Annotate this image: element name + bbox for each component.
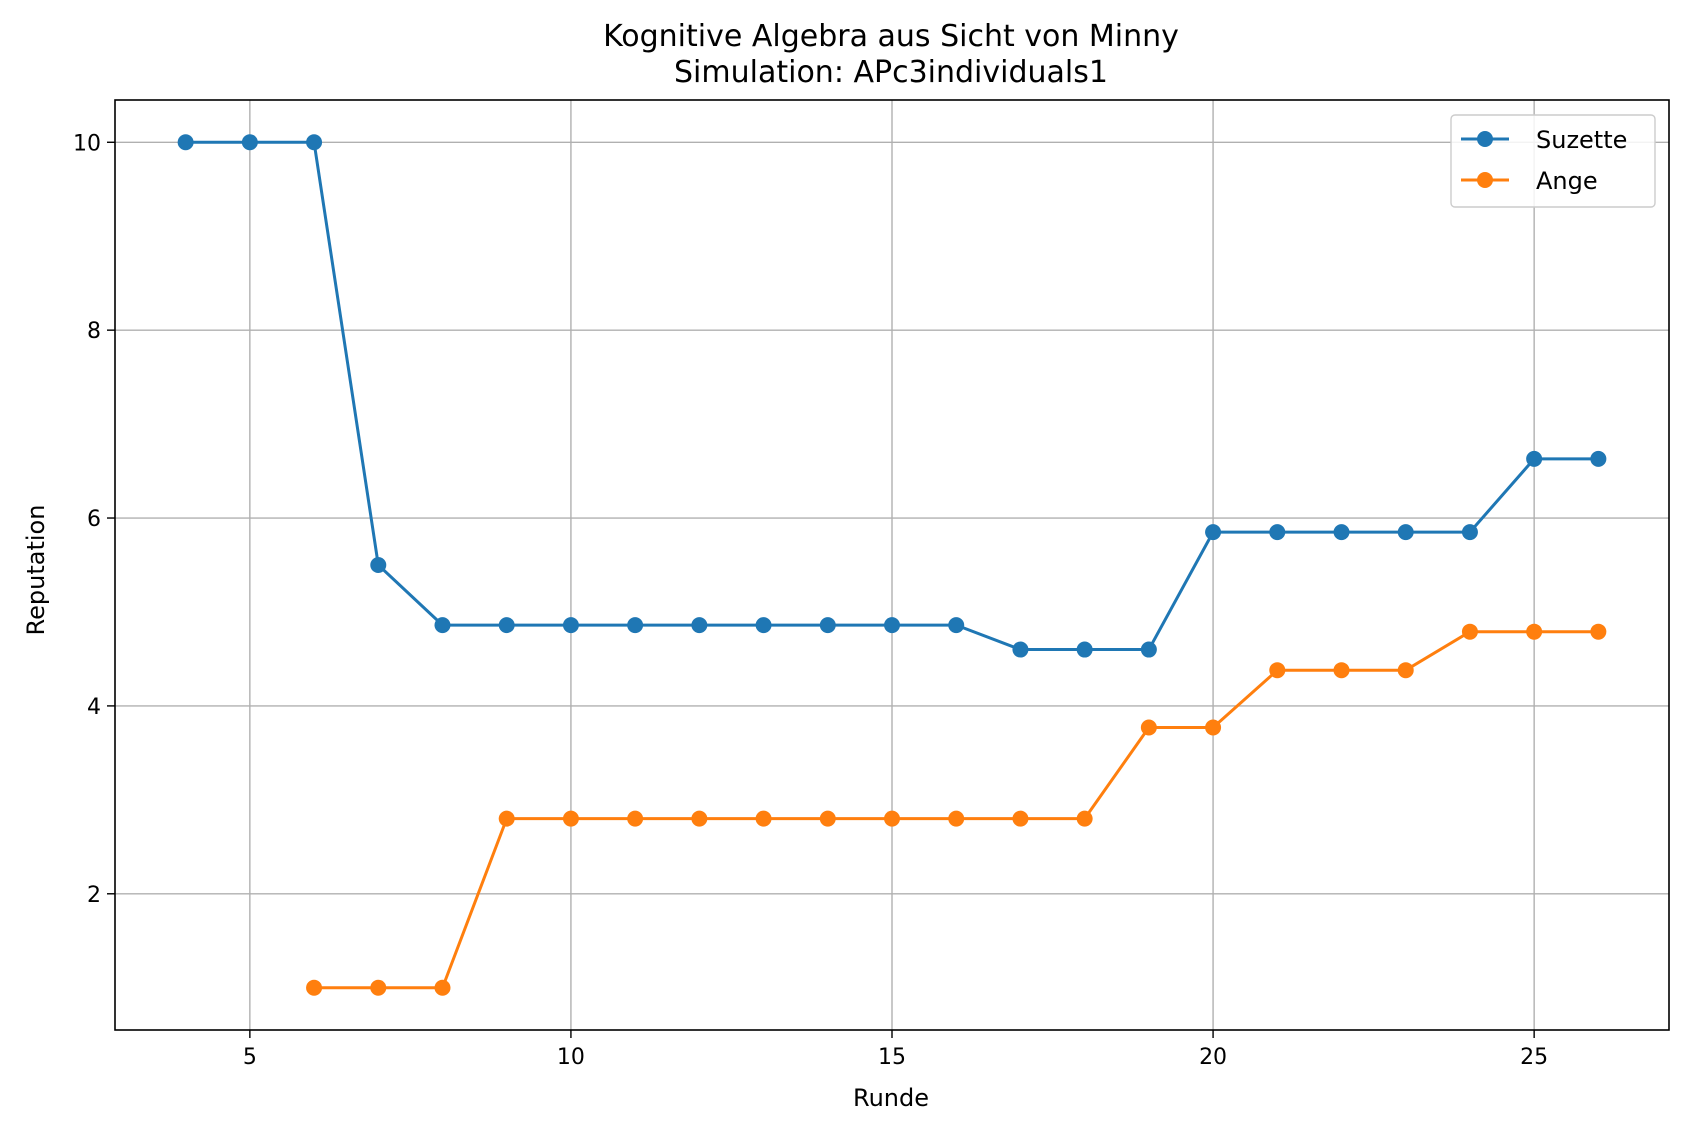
data-point-suzette: [498, 617, 515, 634]
data-point-suzette: [1012, 641, 1029, 658]
data-point-ange: [1012, 810, 1029, 827]
data-point-suzette: [1526, 450, 1543, 467]
legend-entries: Suzette Ange: [1461, 126, 1627, 195]
data-point-suzette: [884, 617, 900, 634]
data-point-suzette: [691, 617, 708, 634]
data-point-suzette: [627, 617, 644, 634]
legend-label-suzette: Suzette: [1536, 126, 1627, 154]
data-point-ange: [1076, 810, 1093, 827]
data-point-ange: [1461, 623, 1478, 640]
data-point-suzette: [1461, 524, 1478, 541]
data-point-ange: [1269, 662, 1286, 679]
data-point-suzette: [1269, 524, 1286, 541]
legend-marker-suzette: [1477, 131, 1493, 147]
y-tick-label: 2: [87, 883, 101, 908]
data-point-ange: [498, 810, 515, 827]
data-point-ange: [1397, 662, 1414, 679]
series-layer: [177, 134, 1607, 996]
data-point-suzette: [1076, 641, 1093, 658]
legend-entry-ange: Ange: [1461, 167, 1598, 195]
chart-subtitle: Simulation: APc3individuals1: [674, 55, 1108, 90]
data-point-suzette: [948, 617, 965, 634]
legend-label-ange: Ange: [1536, 167, 1598, 195]
x-tick-label: 25: [1520, 1045, 1548, 1070]
x-tick-label: 15: [878, 1045, 906, 1070]
ticks: 5 10 15 20 25 2 4 6 8 10: [73, 131, 1548, 1070]
data-point-ange: [562, 810, 579, 827]
y-axis-label: Reputation: [22, 505, 50, 636]
data-point-suzette: [1590, 450, 1607, 467]
data-point-suzette: [370, 557, 387, 573]
data-point-ange: [691, 810, 708, 827]
x-axis-label: Runde: [853, 1084, 929, 1112]
y-tick-label: 4: [87, 695, 101, 720]
data-point-ange: [627, 810, 644, 827]
data-point-suzette: [819, 617, 836, 634]
data-point-ange: [1590, 623, 1607, 640]
data-point-ange: [755, 810, 772, 827]
legend-marker-ange: [1477, 172, 1493, 188]
grid: [115, 100, 1669, 1030]
y-tick-label: 10: [73, 131, 101, 156]
x-tick-label: 10: [557, 1045, 585, 1070]
data-point-suzette: [1140, 641, 1157, 658]
data-point-ange: [434, 979, 451, 996]
data-point-suzette: [306, 134, 323, 151]
data-point-ange: [1526, 623, 1543, 640]
x-tick-label: 5: [243, 1045, 257, 1070]
data-point-ange: [819, 810, 836, 827]
y-tick-label: 6: [87, 507, 101, 532]
data-point-suzette: [1397, 524, 1414, 541]
data-point-ange: [370, 979, 387, 996]
series-ange: [306, 623, 1607, 996]
data-point-ange: [1140, 719, 1157, 736]
y-tick-label: 8: [87, 319, 101, 344]
legend: Suzette Ange: [1450, 114, 1656, 208]
data-point-ange: [1333, 662, 1350, 679]
chart-title: Kognitive Algebra aus Sicht von Minny: [603, 19, 1179, 54]
data-point-suzette: [562, 617, 579, 634]
series-suzette: [177, 134, 1607, 658]
data-point-suzette: [241, 134, 258, 151]
series-line-ange: [314, 630, 1599, 990]
data-point-suzette: [1205, 524, 1222, 541]
data-point-ange: [948, 810, 965, 827]
legend-entry-suzette: Suzette: [1461, 126, 1627, 154]
data-point-ange: [306, 979, 323, 996]
data-point-suzette: [755, 617, 772, 634]
data-point-ange: [1205, 719, 1222, 736]
data-point-suzette: [434, 617, 451, 634]
data-point-suzette: [1333, 524, 1350, 541]
data-point-suzette: [177, 134, 194, 151]
data-point-ange: [884, 810, 900, 827]
x-tick-label: 20: [1199, 1045, 1227, 1070]
